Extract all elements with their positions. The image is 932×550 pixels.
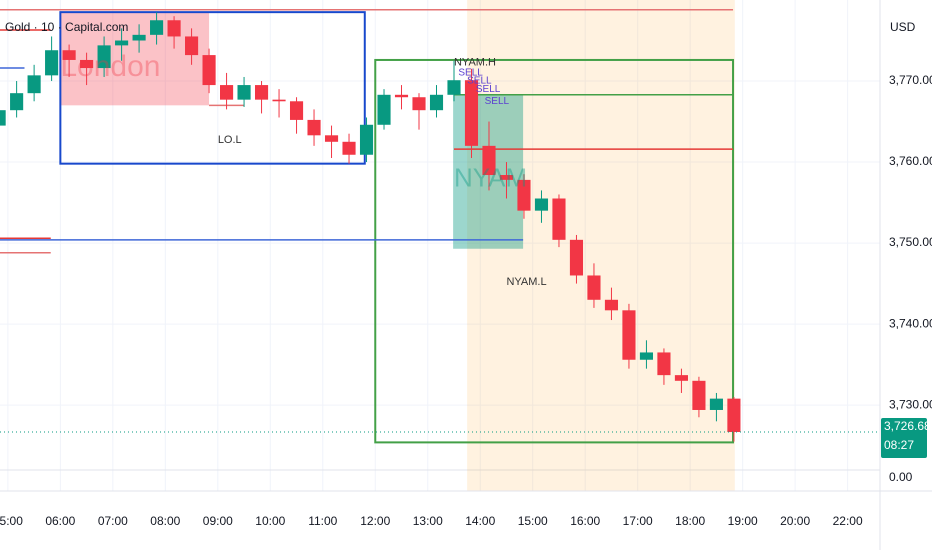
candle-body bbox=[220, 85, 234, 100]
last-price-tag bbox=[881, 418, 927, 459]
candle-body bbox=[674, 375, 688, 381]
candle-body bbox=[569, 239, 584, 276]
candle-body bbox=[324, 135, 339, 142]
candle-body bbox=[657, 352, 671, 376]
candle-body bbox=[150, 20, 164, 35]
candle-body bbox=[359, 124, 374, 155]
candle-body bbox=[307, 119, 321, 136]
candle-body bbox=[622, 310, 636, 360]
candle-body bbox=[289, 101, 304, 120]
candle-body bbox=[727, 398, 741, 433]
x-tick-label: 17:00 bbox=[623, 514, 653, 528]
candle-body bbox=[115, 40, 129, 46]
candle-body bbox=[132, 34, 146, 41]
candle-body bbox=[62, 50, 76, 60]
x-tick-label: 08:00 bbox=[150, 514, 180, 528]
candle-body bbox=[587, 275, 601, 300]
candle-body bbox=[342, 141, 356, 155]
candle-body bbox=[412, 97, 426, 111]
candle-body bbox=[604, 299, 619, 311]
annotation: London bbox=[60, 50, 160, 83]
candle-body bbox=[27, 75, 41, 94]
y-tick-label: 3,730.00 bbox=[889, 397, 932, 411]
plot: LondonLO.LNYAM.HNYAMNYAM.LSELLSELLSELLSE… bbox=[0, 0, 880, 491]
range-box bbox=[60, 12, 210, 106]
candle-body bbox=[394, 94, 409, 98]
candle-body bbox=[45, 50, 59, 76]
x-tick-label: 11:00 bbox=[308, 514, 337, 528]
y-tick-label: 3,770.00 bbox=[889, 73, 932, 87]
candle-body bbox=[254, 85, 269, 100]
x-tick-label: 12:00 bbox=[360, 514, 390, 528]
annotation: SELL bbox=[458, 68, 483, 79]
x-tick-label: 06:00 bbox=[45, 514, 75, 528]
candle-body bbox=[10, 93, 24, 111]
candle-body bbox=[499, 175, 514, 180]
range-box bbox=[59, 11, 366, 165]
candle-body bbox=[0, 110, 6, 126]
candle-body bbox=[237, 85, 251, 100]
volume-tick-label: 0.00 bbox=[889, 470, 913, 484]
candle-body bbox=[377, 94, 391, 125]
x-tick-label: 20:00 bbox=[780, 514, 810, 528]
x-tick-label: 13:00 bbox=[413, 514, 443, 528]
chart-title: Gold · 10 · Capital.com bbox=[5, 20, 128, 34]
candle-body bbox=[80, 59, 94, 69]
candle-body bbox=[709, 398, 723, 410]
candle-body bbox=[692, 380, 706, 410]
candle-body bbox=[534, 198, 549, 211]
candle-body bbox=[202, 55, 216, 86]
annotation: NYAM bbox=[454, 163, 527, 193]
last-price-label: 3,726.68 bbox=[884, 419, 931, 433]
session-highlight bbox=[467, 0, 735, 491]
candle-body bbox=[464, 80, 479, 146]
annotation: SELL bbox=[485, 96, 510, 107]
annotation: NYAM.L bbox=[506, 276, 546, 288]
candle-body bbox=[552, 198, 566, 240]
annotation: SELL bbox=[467, 76, 492, 87]
candle-body bbox=[429, 94, 444, 111]
currency: USD bbox=[890, 20, 916, 34]
candle-body bbox=[639, 352, 654, 360]
x-tick-label: 09:00 bbox=[203, 514, 233, 528]
annotation: LO.L bbox=[218, 134, 242, 146]
countdown: 08:27 bbox=[884, 438, 914, 452]
candle-body bbox=[272, 99, 286, 102]
x-tick-label: 19:00 bbox=[728, 514, 758, 528]
x-tick-label: 10:00 bbox=[255, 514, 285, 528]
candle-body bbox=[97, 45, 111, 69]
annotation: NYAM.H bbox=[454, 56, 496, 68]
x-tick-label: 16:00 bbox=[570, 514, 600, 528]
y-tick-label: 3,760.00 bbox=[889, 154, 932, 168]
y-tick-label: 3,740.00 bbox=[889, 316, 932, 330]
candle-body bbox=[447, 80, 461, 95]
candle-body bbox=[185, 36, 199, 56]
x-tick-label: 05:00 bbox=[0, 514, 23, 528]
range-box bbox=[374, 58, 735, 444]
candle-body bbox=[517, 179, 531, 211]
x-tick-label: 22:00 bbox=[833, 514, 863, 528]
x-tick-label: 07:00 bbox=[98, 514, 128, 528]
x-tick-label: 15:00 bbox=[518, 514, 548, 528]
y-tick-label: 3,750.00 bbox=[889, 235, 932, 249]
x-tick-label: 14:00 bbox=[465, 514, 495, 528]
candle-body bbox=[167, 20, 181, 37]
x-tick-label: 18:00 bbox=[675, 514, 705, 528]
candle-body bbox=[482, 145, 496, 176]
annotation: SELL bbox=[476, 84, 501, 95]
